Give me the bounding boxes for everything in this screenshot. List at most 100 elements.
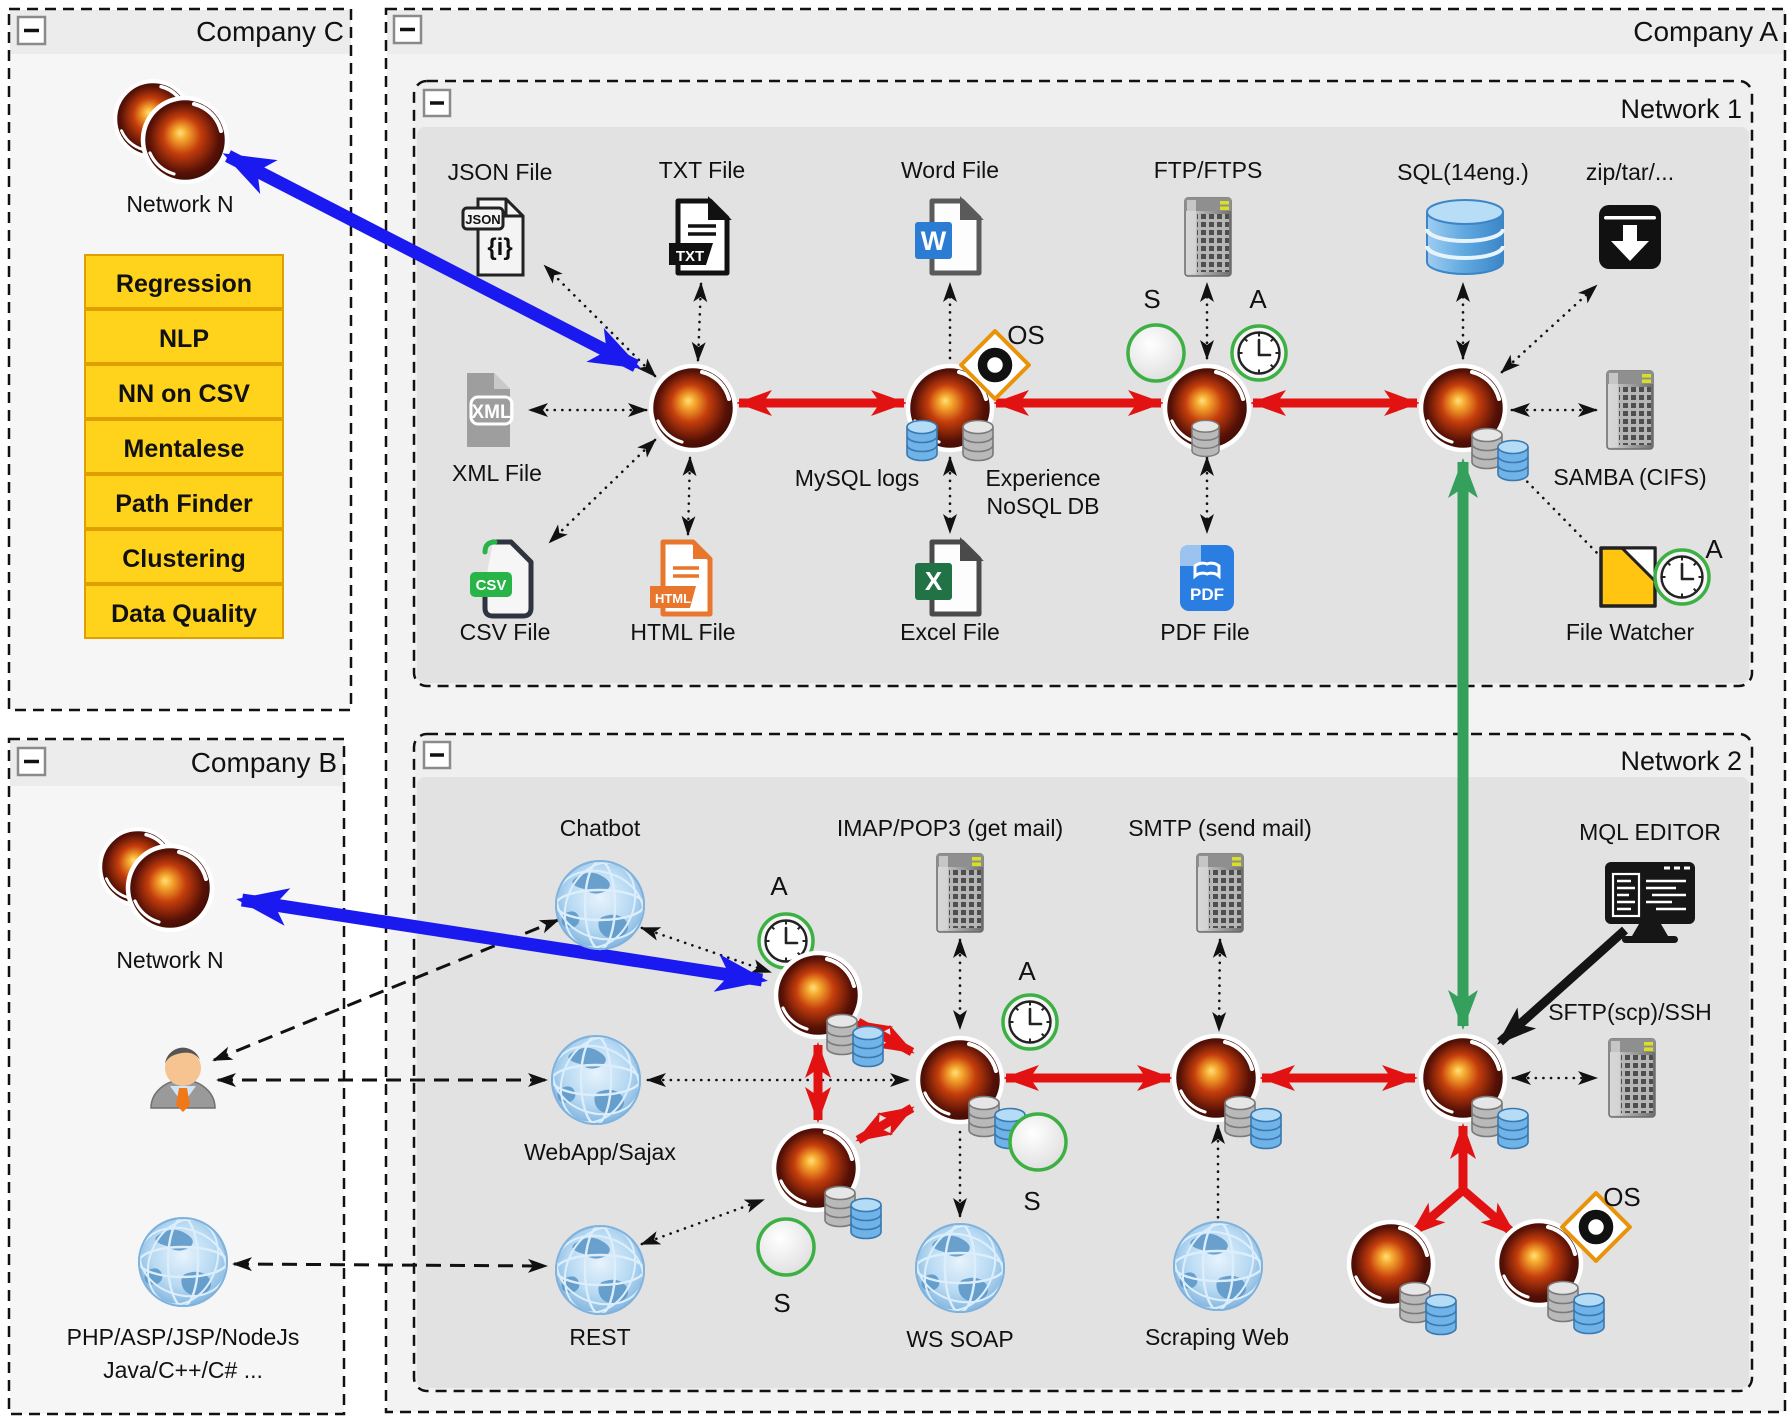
link-globe-rest [232,1257,548,1273]
company-a-border [384,7,1787,1414]
module-list: Regression NLP NN on CSV Mentalese Path … [84,254,284,639]
company-c-network-n-label: Network N [126,191,233,217]
svg-text:X: X [925,566,943,596]
stack-label-line2: Java/C++/C# ... [103,1357,263,1383]
os-badge-network2-label: OS [1603,1182,1641,1212]
samba-label: SAMBA (CIFS) [1553,464,1706,490]
module-item[interactable]: Path Finder [84,474,284,529]
module-item[interactable]: Regression [84,254,284,309]
svg-text:Regression: Regression [116,270,252,298]
red-link-y-left [1409,1186,1466,1238]
n2-node2-s-badge [756,1217,816,1277]
red-link-n2-2-3 [855,1104,915,1144]
module-item[interactable]: NN on CSV [84,364,284,419]
ws-soap-label: WS SOAP [906,1326,1013,1352]
file-watcher-clock-badge [1653,548,1711,606]
dashed-connectors [212,918,560,1273]
network-1-panel: Network 1 [412,79,1754,688]
imap-label: IMAP/POP3 (get mail) [837,815,1063,841]
n2-node3-a-label: A [1018,956,1036,986]
n2-node3-a-clock-badge [1001,993,1059,1051]
experience-db-label-1: Experience [985,465,1100,491]
n2-node1-a-label: A [770,871,788,901]
company-b-header [10,740,344,786]
company-b-network-n-label: Network N [116,947,223,973]
link-node1-csv [548,438,657,544]
json-file-icon[interactable]: JSON {i} [461,197,525,277]
file-watcher-icon[interactable] [1599,546,1657,608]
svg-text:Mentalese: Mentalese [124,435,245,463]
smtp-label: SMTP (send mail) [1128,815,1312,841]
sql-database-icon[interactable] [1425,199,1505,275]
company-c-collapse-button[interactable] [16,15,47,46]
svg-text:Path Finder: Path Finder [115,490,253,518]
txt-file-icon[interactable]: TXT [669,196,732,276]
json-file-label: JSON File [448,159,553,185]
s-badge-label: S [1143,284,1160,314]
svg-text:JSON: JSON [465,212,500,227]
zip-archive-icon[interactable] [1599,205,1661,269]
sftp-server-icon[interactable] [1608,1038,1656,1118]
n2-node2-s-label: S [773,1288,790,1318]
link-node4-zip [1500,284,1598,374]
svg-text:NLP: NLP [159,325,209,353]
sql-label: SQL(14eng.) [1397,159,1529,185]
node3-db-icon [1191,419,1220,458]
network1-node-1[interactable] [651,366,735,450]
company-a-title: Company A [1633,16,1778,47]
module-item[interactable]: Data Quality [84,584,284,639]
company-c-header [10,10,351,54]
company-a-collapse-button[interactable] [392,14,423,45]
svg-text:HTML: HTML [655,591,691,606]
svg-text:{i}: {i} [487,234,512,261]
os-badge-label: OS [1007,320,1045,350]
imap-server-icon[interactable] [936,853,984,933]
webapp-label: WebApp/Sajax [524,1139,676,1165]
word-file-icon[interactable]: W [915,196,984,276]
company-a-panel: Company A Network 1 Network 2 [384,7,1787,1414]
ftp-server-icon[interactable] [1184,197,1232,277]
svg-text:XML: XML [471,402,512,423]
a-clock-badge-network1 [1230,324,1288,382]
node2-mysql-db-icon [906,419,938,462]
company-b-collapse-button[interactable] [16,746,47,777]
txt-file-label: TXT File [659,157,745,183]
svg-text:Clustering: Clustering [122,545,246,573]
svg-text:CSV: CSV [476,577,507,594]
html-file-icon[interactable]: HTML [650,539,713,617]
network-2-border [412,732,1754,1393]
black-arrow-mql-node [1496,926,1629,1046]
svg-text:TXT: TXT [676,248,704,265]
a-badge-label: A [1249,284,1267,314]
link-person-chatbot [212,918,560,1062]
network-1-collapse-button[interactable] [422,88,452,118]
module-item[interactable]: Clustering [84,529,284,584]
node2-nosql-db-icon [962,419,994,462]
samba-server-icon[interactable] [1606,370,1654,450]
n2-node3-s-label: S [1023,1186,1040,1216]
zip-label: zip/tar/... [1586,159,1674,185]
mysql-logs-label: MySQL logs [795,465,919,491]
network-2-collapse-button[interactable] [422,740,452,770]
network-1-title: Network 1 [1620,94,1742,124]
scraping-web-label: Scraping Web [1145,1324,1289,1350]
csv-file-label: CSV File [460,619,551,645]
module-item[interactable]: NLP [84,309,284,364]
company-c-title: Company C [196,16,344,47]
html-file-label: HTML File [630,619,735,645]
file-watcher-label: File Watcher [1566,619,1695,645]
excel-file-icon[interactable]: X [915,537,984,617]
chatbot-label: Chatbot [560,815,641,841]
xml-file-icon[interactable]: XML [467,373,514,447]
network-1-items: JSON File JSON {i} TXT File TXT Word Fil… [448,157,1724,645]
module-item[interactable]: Mentalese [84,419,284,474]
company-b-title: Company B [191,747,337,778]
file-watcher-a-label: A [1705,534,1723,564]
svg-text:PDF: PDF [1190,585,1224,604]
csv-file-icon[interactable]: CSV [470,539,534,619]
company-a-header [387,10,1785,54]
pdf-file-icon[interactable]: PDF [1180,545,1234,611]
smtp-server-icon[interactable] [1196,853,1244,933]
mql-editor-label: MQL EDITOR [1579,819,1721,845]
